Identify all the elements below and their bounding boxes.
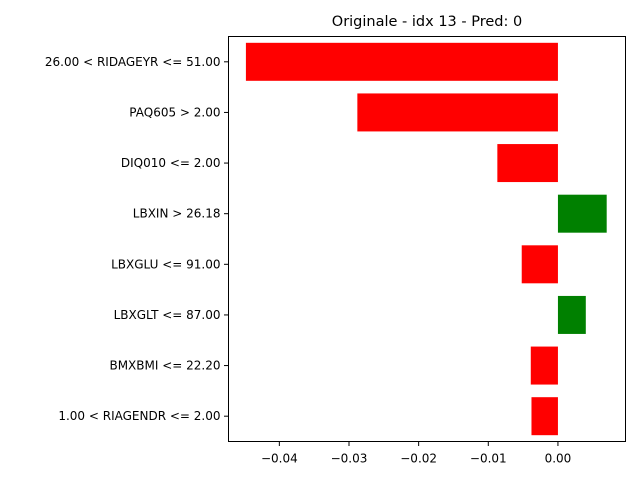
bar [557, 295, 586, 334]
x-tick-label: −0.03 [331, 452, 368, 466]
y-tick-label: BMXBMI <= 22.20 [109, 359, 220, 373]
bar [245, 42, 558, 81]
x-tick-label: −0.04 [261, 452, 298, 466]
bar [530, 346, 558, 385]
y-tick-label: DIQ010 <= 2.00 [121, 156, 221, 170]
bar [531, 397, 558, 436]
y-tick-label: PAQ605 > 2.00 [129, 105, 220, 119]
x-tick-label: −0.02 [400, 452, 437, 466]
bar [357, 93, 558, 132]
y-tick-label: LBXIN > 26.18 [133, 207, 221, 221]
y-tick-label: 26.00 < RIDAGEYR <= 51.00 [45, 55, 221, 69]
y-tick-layer: 26.00 < RIDAGEYR <= 51.00 PAQ605 > 2.00 DI… [45, 55, 229, 423]
y-tick-label: LBXGLU <= 91.00 [111, 257, 220, 271]
bar [557, 194, 607, 233]
x-tick-label: −0.01 [470, 452, 507, 466]
bar [521, 245, 558, 284]
plot-frame [228, 36, 626, 442]
bar [497, 144, 558, 183]
y-tick-label: 1.00 < RIAGENDR <= 2.00 [58, 409, 220, 423]
chart-title: Originale - idx 13 - Pred: 0 [332, 14, 522, 30]
y-tick-label: LBXGLT <= 87.00 [114, 308, 221, 322]
bars-layer [245, 42, 607, 436]
x-tick-label: 0.00 [545, 452, 572, 466]
x-tick-layer: −0.04 −0.03 −0.02 −0.01 0.00 [261, 441, 572, 466]
